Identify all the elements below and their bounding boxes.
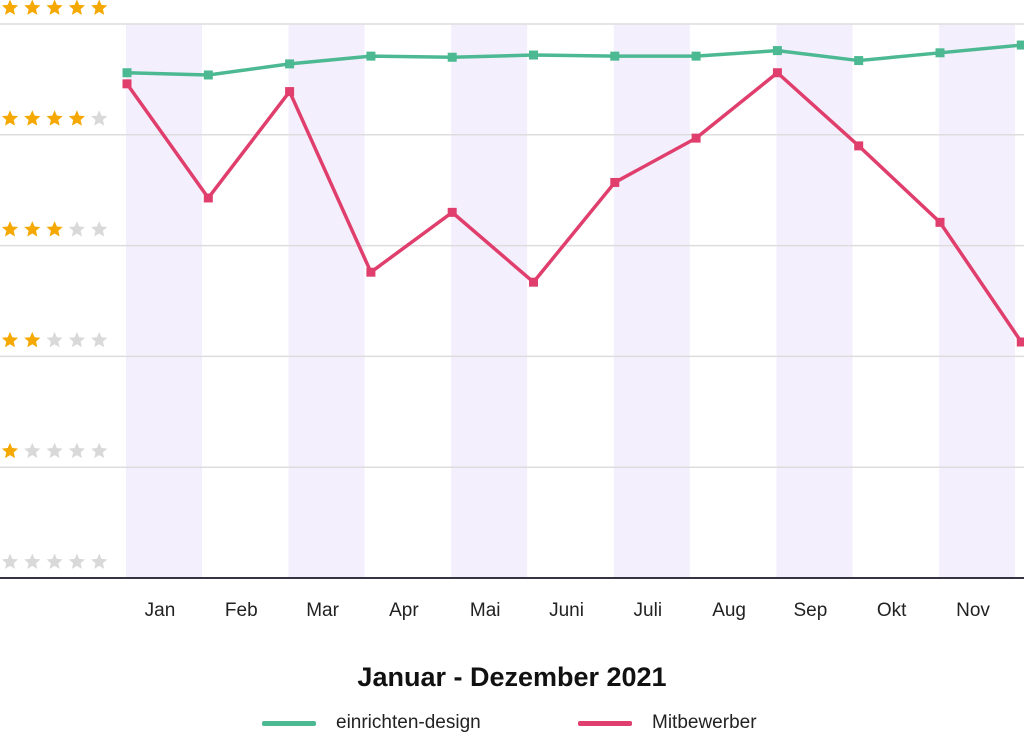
star-empty-icon <box>68 553 85 569</box>
x-tick-label: Juli <box>634 600 663 621</box>
legend-label: einrichten-design <box>336 712 481 733</box>
data-point <box>854 141 864 151</box>
data-point <box>1016 337 1024 347</box>
legend-label: Mitbewerber <box>652 712 757 733</box>
x-tick-label: Okt <box>877 600 907 621</box>
star-filled-icon <box>24 110 41 126</box>
data-point <box>529 277 538 287</box>
data-point <box>203 70 213 80</box>
star-filled-icon <box>68 110 85 126</box>
star-empty-icon <box>46 553 63 569</box>
star-empty-icon <box>68 221 85 237</box>
data-point <box>366 267 376 277</box>
series-line-mitbewerber <box>125 71 1023 343</box>
star-filled-icon <box>1 442 19 459</box>
star-filled-icon <box>46 110 63 126</box>
star-empty-icon <box>68 331 85 348</box>
data-point <box>772 46 782 56</box>
data-point <box>610 177 620 187</box>
shade-column <box>939 24 1015 578</box>
series-line-einrichten-design <box>126 43 1022 77</box>
star-filled-icon <box>1 0 19 15</box>
star-filled-icon <box>46 221 63 237</box>
star-filled-icon <box>24 0 41 15</box>
data-point <box>854 56 864 66</box>
legend: einrichten-design Mitbewerber <box>0 712 1024 736</box>
shade-column <box>776 24 853 578</box>
data-point <box>935 48 945 58</box>
data-point <box>1016 40 1024 50</box>
star-empty-icon <box>46 331 63 348</box>
legend-item-einrichten-design: einrichten-design <box>262 712 481 734</box>
x-tick-label: Aug <box>712 600 746 621</box>
x-tick-label: Mar <box>306 600 339 621</box>
data-point <box>447 52 457 62</box>
legend-swatch-mitbewerber <box>578 720 632 726</box>
star-filled-icon <box>1 331 19 348</box>
data-point <box>610 51 620 61</box>
star-empty-icon <box>91 221 108 237</box>
x-tick-label: Feb <box>225 600 258 621</box>
x-tick-label: Jan <box>145 600 176 621</box>
star-empty-icon <box>91 331 108 348</box>
star-empty-icon <box>46 442 63 459</box>
star-empty-icon <box>68 442 85 459</box>
data-point <box>529 50 538 60</box>
chart-title: Januar - Dezember 2021 <box>357 662 667 692</box>
data-point <box>285 59 295 69</box>
data-point <box>447 207 457 217</box>
x-tick-label: Sep <box>793 600 827 621</box>
star-filled-icon <box>24 221 41 237</box>
shade-column <box>126 24 202 578</box>
data-point <box>772 68 782 78</box>
shade-column <box>288 24 365 578</box>
data-point <box>203 193 213 203</box>
shade-column <box>451 24 528 578</box>
star-filled-icon <box>24 331 41 348</box>
x-tick-label: Apr <box>389 600 419 621</box>
data-point <box>366 51 376 61</box>
star-filled-icon <box>1 110 19 126</box>
star-empty-icon <box>91 553 108 569</box>
star-filled-icon <box>1 221 19 237</box>
star-empty-icon <box>91 442 108 459</box>
star-empty-icon <box>91 110 108 126</box>
star-filled-icon <box>68 0 85 15</box>
x-tick-label: Mai <box>470 600 501 621</box>
star-empty-icon <box>24 553 41 569</box>
star-filled-icon <box>91 0 108 15</box>
data-point <box>935 217 945 227</box>
x-tick-label: Nov <box>956 600 990 621</box>
star-empty-icon <box>24 442 41 459</box>
data-point <box>285 87 295 97</box>
star-filled-icon <box>46 0 63 15</box>
data-point <box>122 79 132 89</box>
star-empty-icon <box>1 553 19 569</box>
data-point <box>691 51 701 61</box>
x-tick-label: Juni <box>549 600 584 621</box>
data-point <box>691 133 701 143</box>
data-point <box>122 68 132 78</box>
legend-item-mitbewerber: Mitbewerber <box>578 712 757 734</box>
shade-column <box>613 24 690 578</box>
legend-swatch-einrichten-design <box>262 720 316 726</box>
